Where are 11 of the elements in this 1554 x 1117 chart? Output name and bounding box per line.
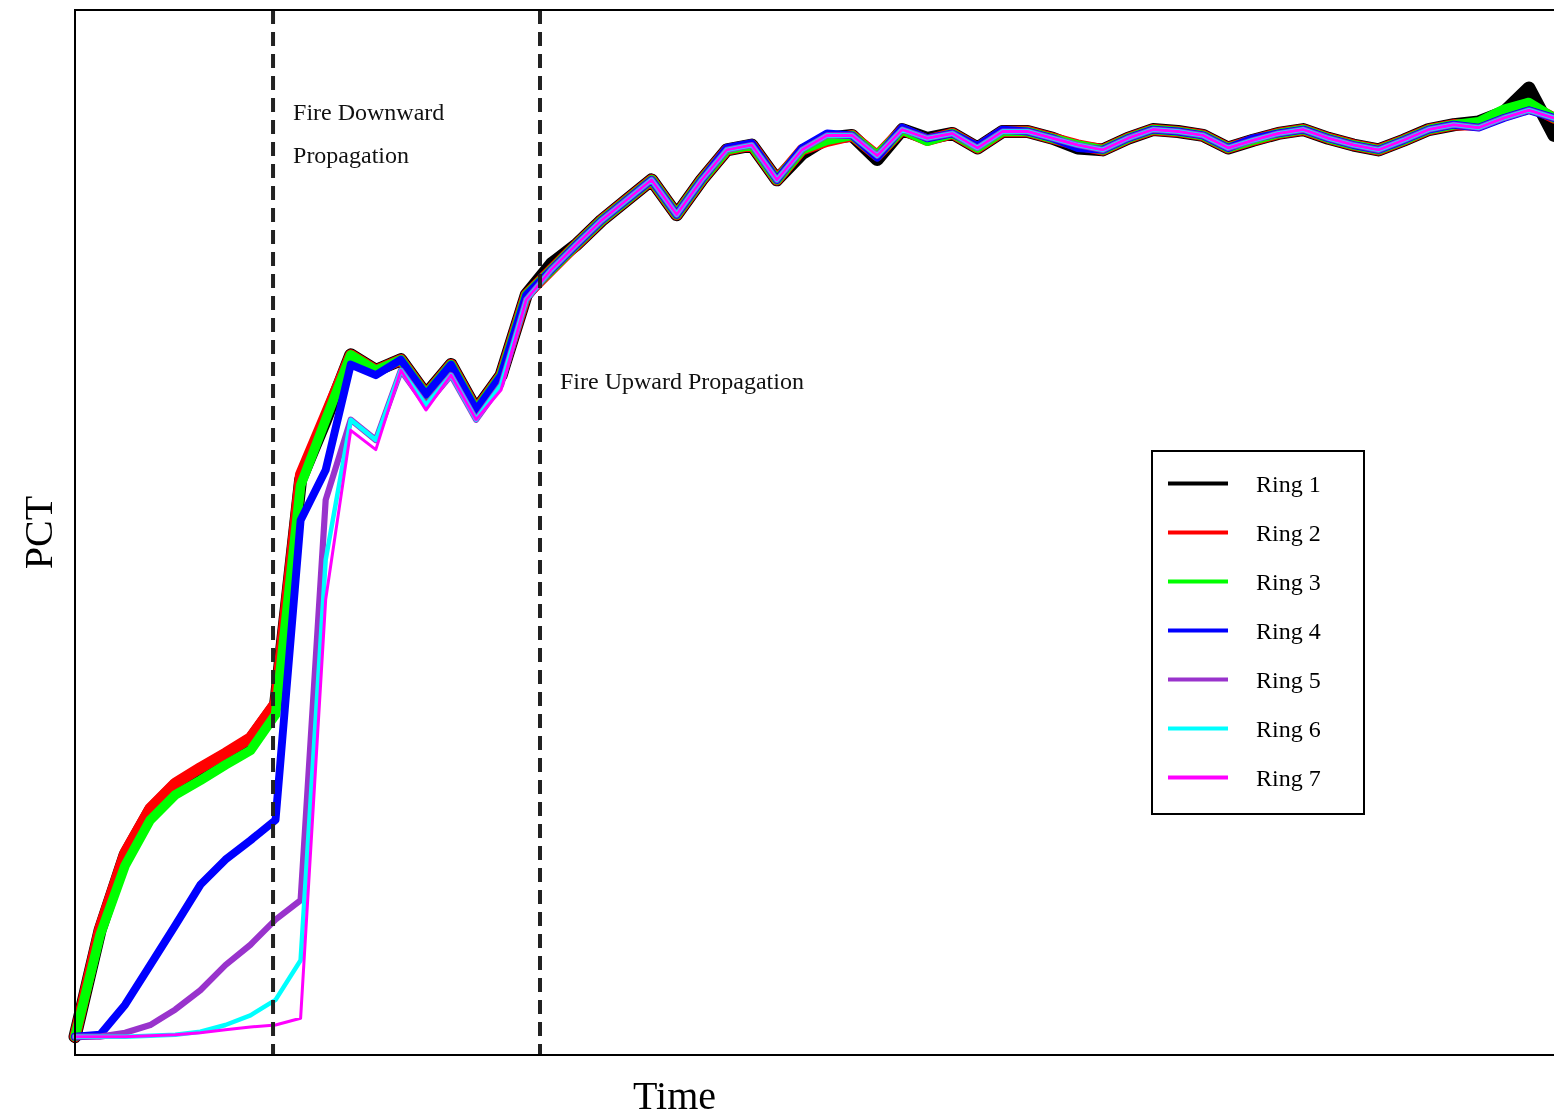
x-axis-title: Time — [632, 1073, 717, 1117]
annotation: Fire Upward Propagation — [560, 368, 804, 394]
legend-label: Ring 4 — [1256, 617, 1321, 644]
legend-label: Ring 2 — [1256, 519, 1321, 546]
y-axis-title: PCT — [16, 495, 61, 570]
legend-label: Ring 1 — [1256, 470, 1321, 497]
legend-label: Ring 5 — [1256, 666, 1321, 693]
legend-label: Ring 7 — [1256, 764, 1321, 791]
annotation: Fire Downward Propagation — [293, 99, 445, 168]
legend-label: Ring 6 — [1256, 715, 1321, 742]
legend-label: Ring 3 — [1256, 568, 1321, 595]
